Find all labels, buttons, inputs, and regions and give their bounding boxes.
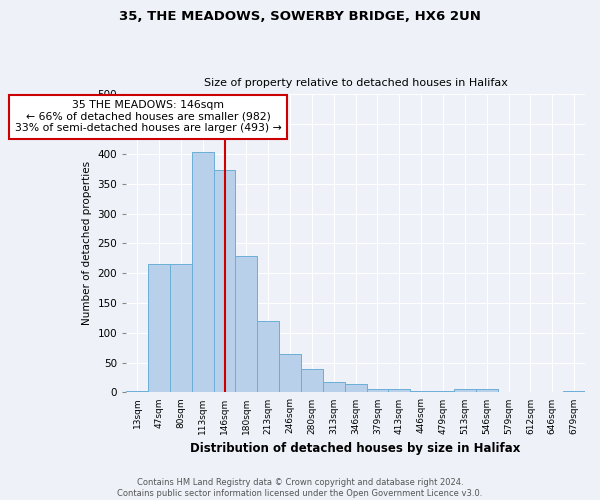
Bar — [279, 354, 301, 393]
Bar — [454, 390, 476, 392]
Bar — [192, 152, 214, 392]
Bar — [148, 264, 170, 392]
Bar — [170, 264, 192, 392]
Bar — [367, 389, 388, 392]
Bar — [257, 321, 279, 392]
Bar — [235, 256, 257, 392]
Bar — [344, 384, 367, 392]
X-axis label: Distribution of detached houses by size in Halifax: Distribution of detached houses by size … — [190, 442, 521, 455]
Bar — [301, 368, 323, 392]
Text: Contains HM Land Registry data © Crown copyright and database right 2024.
Contai: Contains HM Land Registry data © Crown c… — [118, 478, 482, 498]
Bar — [126, 390, 148, 392]
Text: 35 THE MEADOWS: 146sqm
← 66% of detached houses are smaller (982)
33% of semi-de: 35 THE MEADOWS: 146sqm ← 66% of detached… — [15, 100, 281, 134]
Title: Size of property relative to detached houses in Halifax: Size of property relative to detached ho… — [203, 78, 508, 88]
Bar — [323, 382, 344, 392]
Text: 35, THE MEADOWS, SOWERBY BRIDGE, HX6 2UN: 35, THE MEADOWS, SOWERBY BRIDGE, HX6 2UN — [119, 10, 481, 23]
Bar — [410, 391, 432, 392]
Bar — [388, 389, 410, 392]
Bar — [214, 170, 235, 392]
Bar — [563, 390, 585, 392]
Y-axis label: Number of detached properties: Number of detached properties — [82, 162, 92, 326]
Bar — [432, 391, 454, 392]
Bar — [476, 389, 497, 392]
